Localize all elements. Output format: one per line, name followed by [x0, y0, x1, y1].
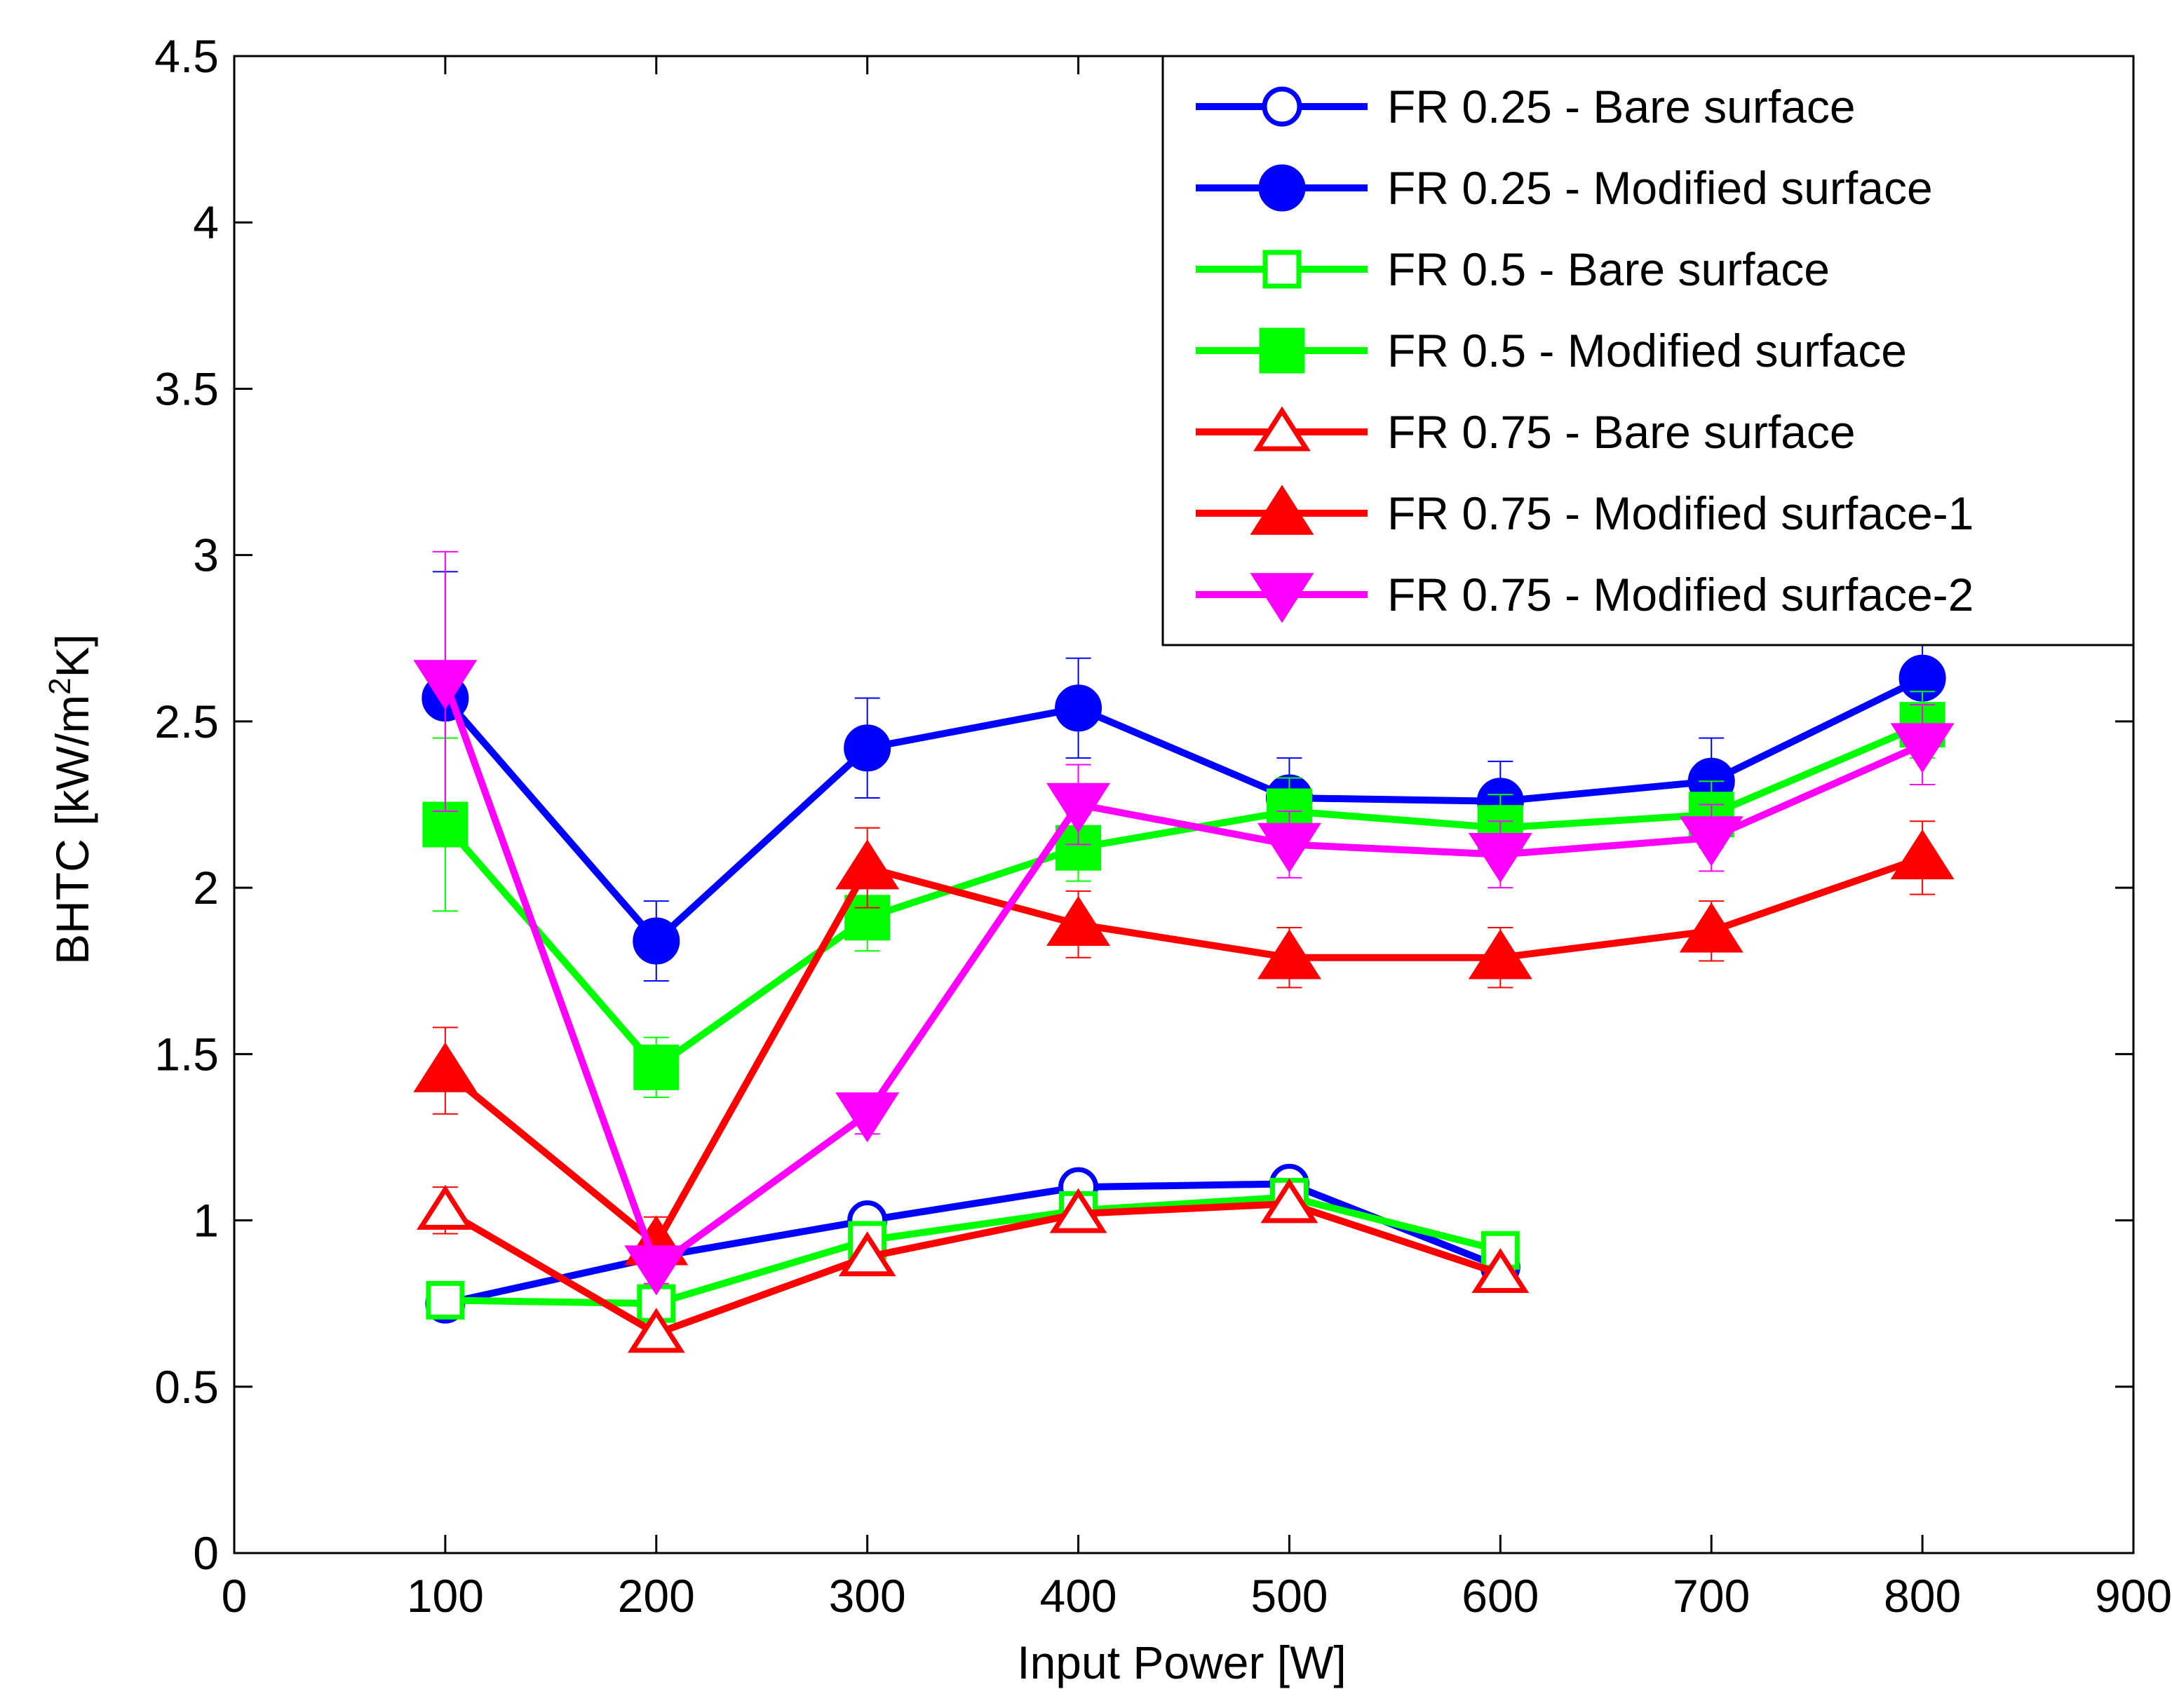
legend-entry: FR 0.5 - Bare surface	[1196, 243, 1830, 295]
legend-marker	[1262, 86, 1302, 127]
legend: FR 0.25 - Bare surface FR 0.25 - Modified…	[1161, 55, 2135, 646]
y-axis: 0 0.5 1 1.5 2 2.5 3 3.5 4 4.5	[154, 30, 2133, 1579]
legend-label: FR 0.75 - Modified surface-2	[1387, 569, 1974, 621]
data-point	[1468, 929, 1532, 980]
plot-area	[413, 550, 1955, 1353]
data-point	[1046, 895, 1111, 946]
data-point	[844, 724, 891, 772]
data-point	[835, 839, 900, 890]
legend-label: FR 0.75 - Modified surface-1	[1387, 487, 1974, 539]
data-point	[1890, 829, 1955, 880]
series-line	[445, 1193, 1502, 1308]
legend-entry: FR 0.25 - Modified surface	[1196, 162, 1933, 214]
series-line	[444, 1180, 1502, 1308]
data-point	[1049, 1188, 1107, 1233]
y-tick-label: 3	[193, 529, 219, 581]
legend-label: FR 0.25 - Bare surface	[1387, 81, 1856, 133]
series-7	[413, 550, 1955, 1296]
legend-label: FR 0.5 - Bare surface	[1387, 243, 1830, 295]
legend-entry: FR 0.75 - Bare surface	[1196, 406, 1856, 458]
data-point	[426, 1280, 465, 1320]
x-tick-label: 0	[222, 1570, 248, 1622]
data-point	[1679, 816, 1743, 867]
y-axis-label-suffix: K]	[46, 634, 98, 677]
y-axis-label: BHTC [kW/m2K]	[43, 634, 98, 965]
legend-entry: FR 0.5 - Modified surface	[1196, 325, 1907, 377]
legend-label: FR 0.75 - Bare surface	[1387, 406, 1856, 458]
data-point	[835, 1092, 900, 1143]
legend-marker	[1250, 484, 1314, 535]
y-tick-label: 4.5	[154, 30, 219, 82]
data-point	[1679, 902, 1743, 953]
data-point	[416, 1184, 474, 1230]
y-axis-label-superscript: 2	[43, 677, 77, 694]
legend-marker	[1253, 406, 1311, 452]
series-line	[442, 680, 1924, 1270]
legend-entry: FR 0.25 - Bare surface	[1196, 81, 1856, 133]
y-tick-label: 4	[193, 196, 219, 248]
y-tick-label: 2.5	[154, 696, 219, 747]
data-point	[624, 1245, 689, 1296]
x-tick-label: 300	[829, 1570, 906, 1622]
data-point	[1046, 782, 1111, 834]
y-tick-label: 2	[193, 862, 219, 914]
series-6	[413, 820, 1955, 1271]
legend-marker	[1250, 573, 1314, 623]
legend-marker	[1259, 327, 1305, 374]
data-point	[1257, 929, 1321, 980]
series-line	[443, 721, 1924, 1071]
x-tick-label: 100	[407, 1570, 484, 1622]
legend-entry: FR 0.75 - Modified surface-2	[1196, 569, 1974, 623]
series-line	[443, 1200, 1502, 1337]
x-tick-label: 700	[1673, 1570, 1750, 1622]
data-point	[1055, 684, 1102, 732]
y-tick-label: 0.5	[154, 1361, 219, 1413]
y-tick-label: 1	[193, 1195, 219, 1247]
data-point	[627, 1308, 685, 1353]
x-axis: 0 100 200 300 400 500 600 700 800 900	[222, 56, 2172, 1622]
data-point	[413, 660, 478, 710]
y-tick-label: 0	[193, 1527, 219, 1579]
y-tick-label: 1.5	[154, 1028, 219, 1080]
data-point	[633, 1044, 680, 1090]
y-axis-label-prefix: BHTC [kW/m	[46, 695, 98, 965]
y-tick-label: 3.5	[154, 362, 219, 414]
legend-marker	[1262, 250, 1302, 289]
legend-label: FR 0.25 - Modified surface	[1387, 162, 1933, 214]
legend-entry: FR 0.75 - Modified surface-1	[1196, 484, 1974, 539]
series-line	[443, 854, 1924, 1247]
x-tick-label: 800	[1884, 1570, 1961, 1622]
x-tick-label: 600	[1462, 1570, 1539, 1622]
data-point	[633, 917, 680, 965]
series-line	[443, 675, 1924, 945]
series-5	[416, 1178, 1530, 1353]
x-tick-label: 900	[2095, 1570, 2172, 1622]
legend-label: FR 0.5 - Modified surface	[1387, 325, 1907, 377]
data-point	[1468, 832, 1532, 883]
x-tick-label: 400	[1039, 1570, 1117, 1622]
x-tick-label: 500	[1250, 1570, 1328, 1622]
data-point	[1260, 1178, 1318, 1224]
legend-marker	[1258, 164, 1306, 212]
data-point	[1890, 723, 1955, 773]
data-point	[1471, 1247, 1530, 1293]
data-point	[838, 1231, 896, 1277]
x-axis-label: Input Power [W]	[1017, 1636, 1347, 1688]
data-point	[1257, 822, 1321, 873]
data-point	[413, 1042, 478, 1092]
x-tick-label: 200	[618, 1570, 695, 1622]
